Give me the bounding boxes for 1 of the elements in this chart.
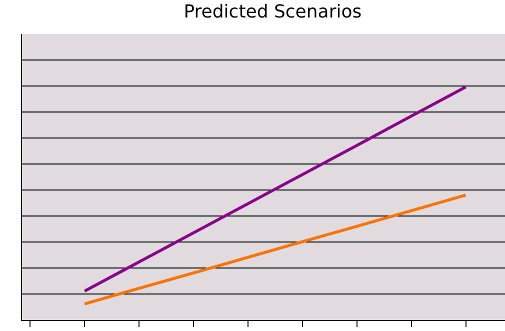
chart-title: Predicted Scenarios xyxy=(184,2,362,23)
